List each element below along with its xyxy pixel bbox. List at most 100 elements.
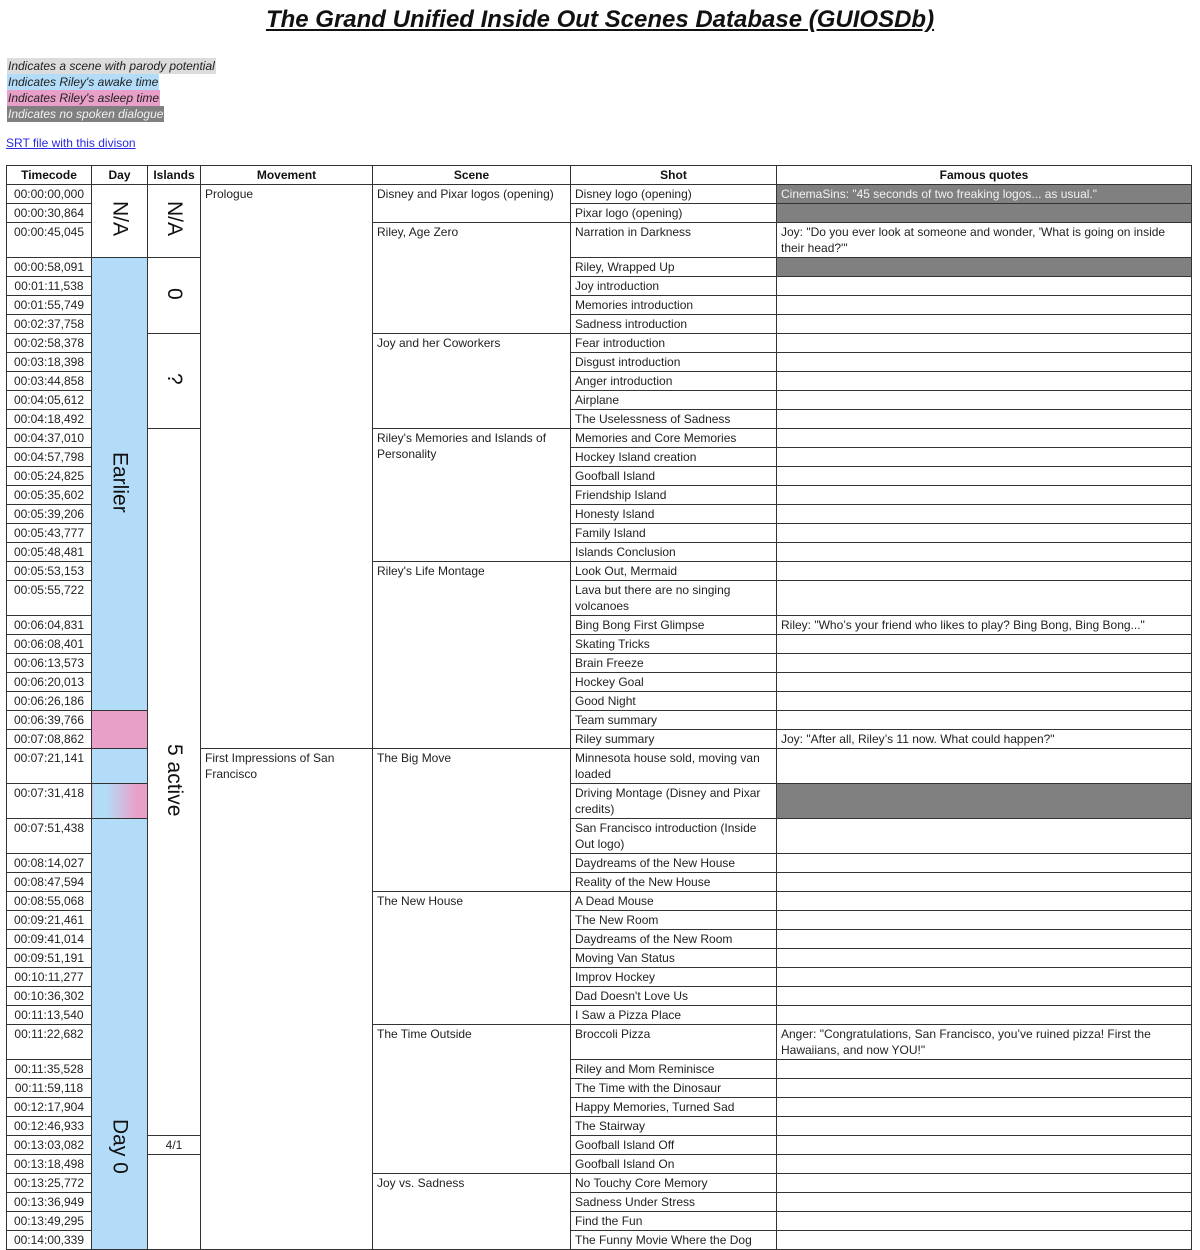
- timecode-cell: 00:10:36,302: [6, 986, 92, 1006]
- timecode-cell: 00:02:58,378: [6, 333, 92, 353]
- timecode-cell: 00:07:51,438: [6, 818, 92, 854]
- shot-cell: A Dead Mouse: [570, 891, 777, 911]
- table-row: 00:05:53,153 Riley's Life Montage Look Out…: [6, 561, 1192, 749]
- day-cell: Day 0: [91, 818, 148, 1250]
- scene-cell: The Big Move: [372, 748, 571, 892]
- table-row: 00:00:45,045 Riley, Age Zero Narration in …: [6, 222, 1192, 334]
- table-row: 00:00:00,000 N/A N/A Prologue Disney and Pix…: [6, 184, 1192, 749]
- quote-cell: [776, 580, 1192, 616]
- shot-cell: Riley, Wrapped Up: [570, 257, 777, 277]
- shot-cell: Lava but there are no singing volcanoes: [570, 580, 777, 616]
- shot-cell: Happy Memories, Turned Sad: [570, 1097, 777, 1117]
- quote-cell: [776, 1116, 1192, 1136]
- timecode-cell: 00:05:53,153: [6, 561, 92, 581]
- shot-cell: Minnesota house sold, moving van loaded: [570, 748, 777, 784]
- quote-cell: Riley: "Who’s your friend who likes to p…: [776, 615, 1192, 635]
- shot-cell: Sadness Under Stress: [570, 1192, 777, 1212]
- table-row: 00:12:17,904 Happy Memories, Turned Sad: [6, 1097, 1192, 1117]
- timecode-cell: 00:03:44,858: [6, 371, 92, 391]
- header-day: Day: [91, 165, 148, 185]
- day-cell: [91, 783, 148, 819]
- table-row: 00:08:47,594 Reality of the New House: [6, 872, 1192, 892]
- quote-cell: [776, 1154, 1192, 1174]
- shot-cell: The Funny Movie Where the Dog: [570, 1230, 777, 1250]
- scene-cell: Joy and her Coworkers: [372, 333, 571, 429]
- timecode-cell: 00:08:14,027: [6, 853, 92, 873]
- shot-cell: Riley summary: [570, 729, 777, 749]
- shot-cell: Anger introduction: [570, 371, 777, 391]
- timecode-cell: 00:01:11,538: [6, 276, 92, 296]
- timecode-cell: 00:02:37,758: [6, 314, 92, 334]
- header-famous-quotes: Famous quotes: [776, 165, 1192, 185]
- quote-cell: [776, 691, 1192, 711]
- header-movement: Movement: [200, 165, 373, 185]
- quote-cell: [776, 409, 1192, 429]
- quote-cell: [776, 1005, 1192, 1025]
- table-row: 00:00:58,091 Earlier 0 Riley, Wrapped Up: [6, 257, 1192, 711]
- timecode-cell: 00:11:22,682: [6, 1024, 92, 1060]
- timecode-cell: 00:13:36,949: [6, 1192, 92, 1212]
- timecode-cell: 00:07:31,418: [6, 783, 92, 819]
- timecode-cell: 00:05:35,602: [6, 485, 92, 505]
- islands-label: ?: [163, 373, 186, 385]
- shot-cell: Broccoli Pizza: [570, 1024, 777, 1060]
- quote-cell: [776, 333, 1192, 353]
- table-row: 00:05:39,206 Honesty Island: [6, 504, 1192, 524]
- table-row: 00:06:04,831 Bing Bong First Glimpse Riley…: [6, 615, 1192, 635]
- quote-cell: [776, 1211, 1192, 1231]
- table-row: 00:11:59,118 The Time with the Dinosaur: [6, 1078, 1192, 1098]
- timecode-cell: 00:05:39,206: [6, 504, 92, 524]
- day-cell: Earlier: [91, 257, 148, 711]
- timecode-cell: 00:06:08,401: [6, 634, 92, 654]
- quote-cell: CinemaSins: "45 seconds of two freaking …: [776, 184, 1192, 204]
- quote-cell: [776, 542, 1192, 562]
- srt-file-link[interactable]: SRT file with this divison: [6, 136, 136, 150]
- legend-no-dialogue: Indicates no spoken dialogue: [7, 106, 165, 122]
- timecode-cell: 00:12:46,933: [6, 1116, 92, 1136]
- timecode-cell: 00:05:24,825: [6, 466, 92, 486]
- table-header-row: Timecode Day Islands Movement Scene Shot…: [6, 165, 1192, 185]
- shot-cell: The New Room: [570, 910, 777, 930]
- quote-cell: [776, 485, 1192, 505]
- quote-cell: [776, 783, 1192, 819]
- table-row: 00:09:21,461 The New Room: [6, 910, 1192, 930]
- timecode-cell: 00:07:08,862: [6, 729, 92, 749]
- shot-cell: Airplane: [570, 390, 777, 410]
- day-cell: N/A: [91, 184, 148, 258]
- timecode-cell: 00:09:41,014: [6, 929, 92, 949]
- quote-cell: [776, 967, 1192, 987]
- scene-cell: The Time Outside: [372, 1024, 571, 1174]
- quote-cell: [776, 891, 1192, 911]
- table-row: 00:13:03,082 4/1 Goofball Island Off: [6, 1135, 1192, 1155]
- quote-cell: Joy: "Do you ever look at someone and wo…: [776, 222, 1192, 258]
- quote-cell: [776, 1135, 1192, 1155]
- shot-cell: Islands Conclusion: [570, 542, 777, 562]
- table-row: 00:07:21,141 First Impressions of San Fra…: [6, 748, 1192, 1250]
- shot-cell: Look Out, Mermaid: [570, 561, 777, 581]
- timecode-cell: 00:09:51,191: [6, 948, 92, 968]
- quote-cell: Anger: "Congratulations, San Francisco, …: [776, 1024, 1192, 1060]
- timecode-cell: 00:06:04,831: [6, 615, 92, 635]
- timecode-cell: 00:05:55,722: [6, 580, 92, 616]
- shot-cell: Disney logo (opening): [570, 184, 777, 204]
- timecode-cell: 00:01:55,749: [6, 295, 92, 315]
- timecode-cell: 00:06:39,766: [6, 710, 92, 730]
- timecode-cell: 00:00:45,045: [6, 222, 92, 258]
- quote-cell: [776, 853, 1192, 873]
- quote-cell: [776, 466, 1192, 486]
- quote-cell: [776, 203, 1192, 223]
- shot-cell: Daydreams of the New House: [570, 853, 777, 873]
- timecode-cell: 00:09:21,461: [6, 910, 92, 930]
- shot-cell: Friendship Island: [570, 485, 777, 505]
- scene-cell: Riley's Life Montage: [372, 561, 571, 749]
- shot-cell: The Stairway: [570, 1116, 777, 1136]
- timecode-cell: 00:00:58,091: [6, 257, 92, 277]
- table-row: 00:03:18,398 Disgust introduction: [6, 352, 1192, 372]
- table-row: 00:05:48,481 Islands Conclusion: [6, 542, 1192, 562]
- shot-cell: Skating Tricks: [570, 634, 777, 654]
- quote-cell: [776, 504, 1192, 524]
- quote-cell: [776, 428, 1192, 448]
- legend-asleep: Indicates Riley's asleep time: [7, 90, 161, 106]
- shot-cell: Goofball Island Off: [570, 1135, 777, 1155]
- islands-cell: ?: [147, 333, 201, 429]
